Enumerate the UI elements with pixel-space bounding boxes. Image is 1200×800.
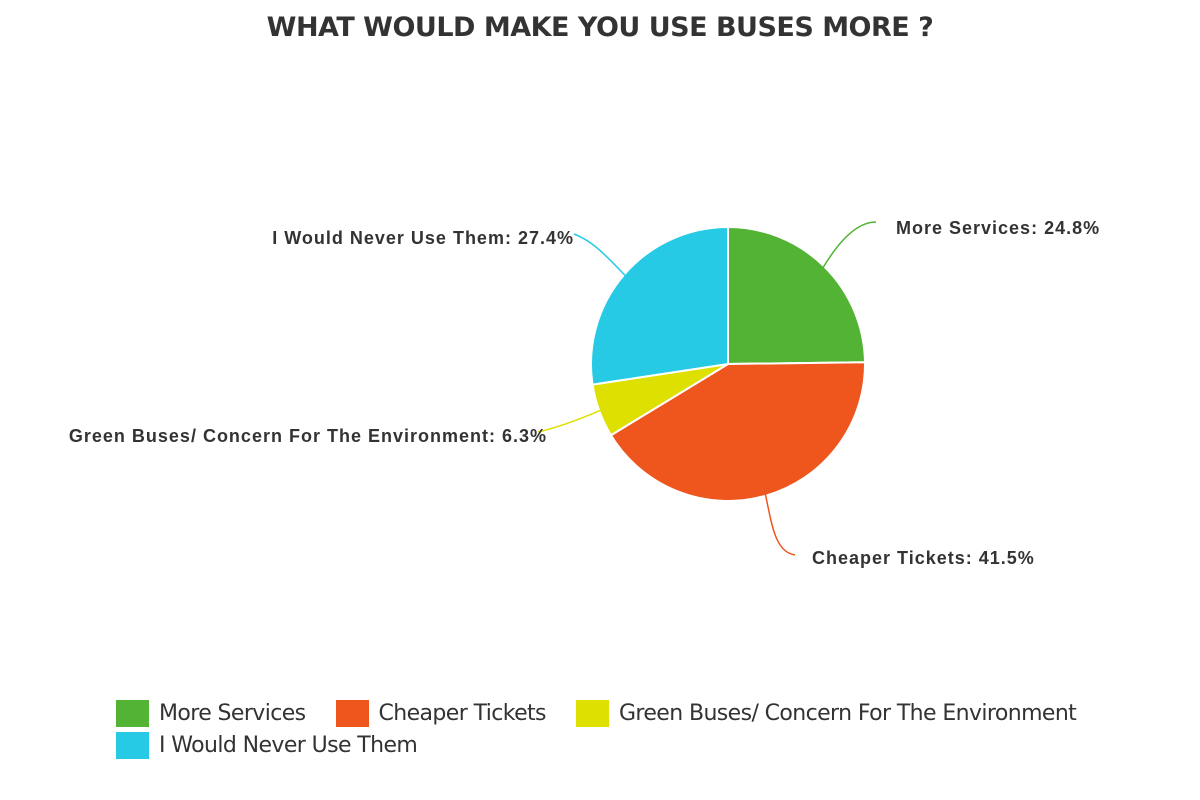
- legend-label: Cheaper Tickets: [378, 700, 547, 726]
- legend-swatch: [335, 699, 369, 727]
- legend-swatch: [116, 699, 149, 727]
- slice-label-i-would-never-use-them: I Would Never Use Them: 27.4%: [272, 228, 574, 248]
- slice-label-green-buses-concern-for-the-environment: Green Buses/ Concern For The Environment…: [69, 426, 547, 446]
- leader-line-cheaper-tickets: [764, 493, 796, 556]
- leader-lines: [537, 221, 877, 556]
- legend-item-i-would-never-use-them[interactable]: I Would Never Use Them: [116, 729, 418, 761]
- pie-slices: [590, 225, 867, 502]
- chart-title: WHAT WOULD MAKE YOU USE BUSES MORE ?: [266, 12, 934, 43]
- legend: More Services Cheaper Tickets Green Buses/…: [116, 697, 1156, 761]
- leader-line-more-services: [822, 221, 877, 269]
- legend-label: More Services: [159, 700, 306, 726]
- legend-item-green-buses-concern-for-the-environment[interactable]: Green Buses/ Concern For The Environment: [575, 697, 1077, 729]
- legend-swatch: [575, 699, 609, 727]
- leader-line-i-would-never-use-them: [573, 233, 627, 277]
- legend-item-cheaper-tickets[interactable]: Cheaper Tickets: [335, 697, 547, 729]
- legend-label: I Would Never Use Them: [159, 732, 418, 758]
- pie-slice-i-would-never-use-them[interactable]: [590, 225, 729, 386]
- slice-label-more-services: More Services: 24.8%: [896, 218, 1100, 238]
- legend-label: Green Buses/ Concern For The Environment: [618, 700, 1077, 726]
- slice-label-cheaper-tickets: Cheaper Tickets: 41.5%: [812, 548, 1035, 568]
- legend-item-more-services[interactable]: More Services: [116, 697, 306, 729]
- leader-line-green-buses-concern-for-the-environment: [537, 409, 602, 433]
- pie-slice-more-services[interactable]: [727, 225, 867, 366]
- legend-swatch: [116, 731, 149, 759]
- slice-labels: More Services: 24.8% Cheaper Tickets: 41.…: [69, 218, 1100, 568]
